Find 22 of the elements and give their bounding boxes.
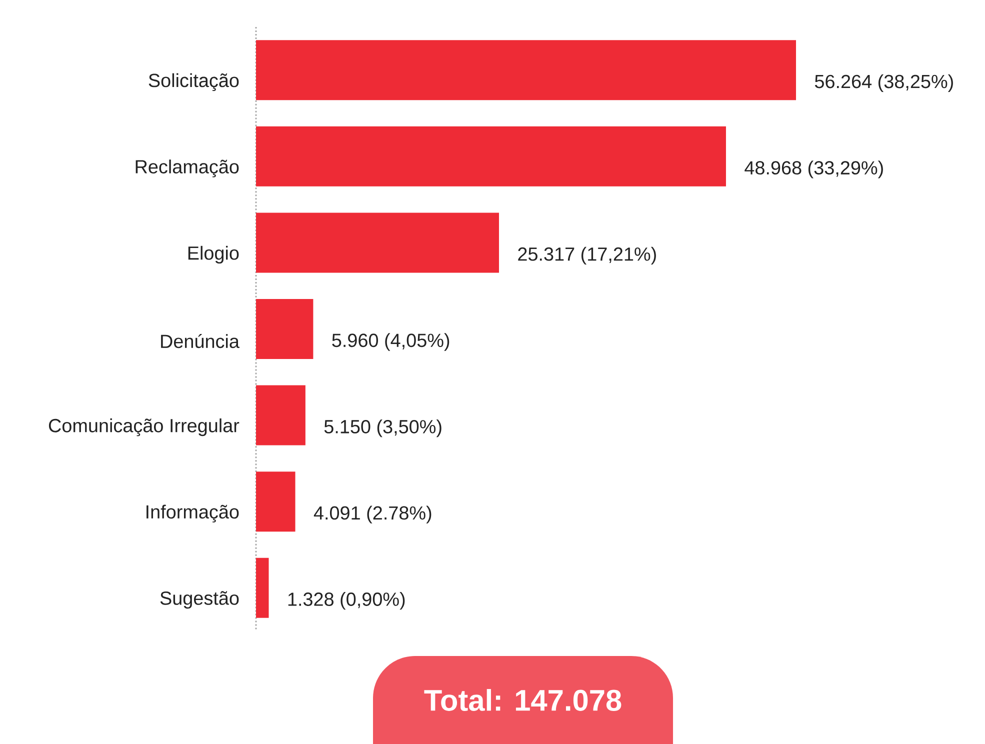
data-label: 5.150 (3,50%) — [324, 419, 442, 438]
data-label: 56.264 (38,25%) — [814, 74, 953, 92]
bar — [256, 558, 269, 618]
bar — [256, 472, 296, 532]
data-label: 1.328 (0,90%) — [288, 592, 405, 610]
y-tick-label: Elogio — [188, 246, 239, 264]
bar — [256, 212, 499, 273]
bar — [256, 299, 314, 360]
y-tick-label: Reclamação — [136, 160, 239, 178]
data-label: 4.091 (2.78%) — [314, 506, 432, 524]
y-tick-label: Informação — [146, 504, 239, 522]
data-label: 48.968 (33,29%) — [744, 160, 883, 178]
bar — [256, 126, 726, 186]
text: Total: 147.078 — [424, 689, 622, 711]
data-label: 5.960 (4,05%) — [332, 333, 450, 351]
y-tick-label: Solicitação — [148, 73, 239, 92]
bar — [256, 40, 796, 100]
bar — [256, 385, 306, 446]
y-tick-label: Denúncia — [161, 334, 240, 348]
y-tick-label: Sugestão — [160, 591, 239, 609]
data-label: 25.317 (17,21%) — [518, 246, 656, 265]
y-tick-label: Comunicação Irregular — [48, 418, 240, 436]
